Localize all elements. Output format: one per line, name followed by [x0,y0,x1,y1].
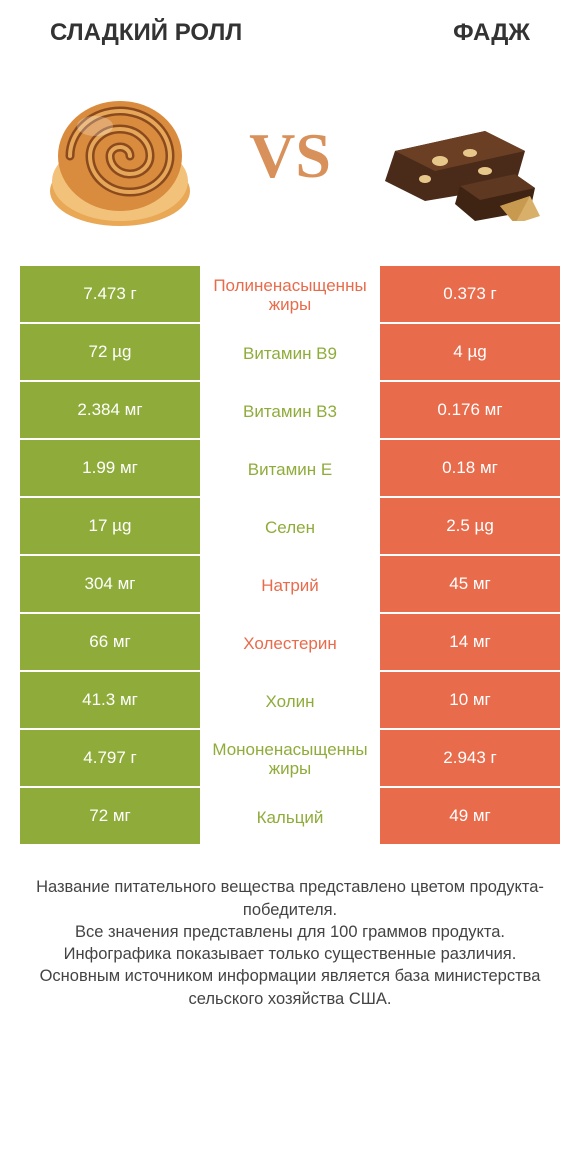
right-value-cell: 45 мг [380,556,560,614]
left-value-cell: 72 µg [20,324,200,382]
footer-line: Инфографика показывает только существенн… [24,943,556,965]
right-value-cell: 2.943 г [380,730,560,788]
right-product-image [370,66,550,246]
right-value-cell: 10 мг [380,672,560,730]
footer-line: Все значения представлены для 100 граммо… [24,921,556,943]
table-row: 2.384 мгВитамин B30.176 мг [20,382,560,440]
header: СЛАДКИЙ РОЛЛ ФАДЖ [0,0,580,56]
right-value-cell: 4 µg [380,324,560,382]
left-product-title: СЛАДКИЙ РОЛЛ [50,20,242,46]
right-value-cell: 0.18 мг [380,440,560,498]
images-row: VS [0,56,580,266]
table-row: 1.99 мгВитамин E0.18 мг [20,440,560,498]
nutrient-table: 7.473 гПолиненасыщенны жиры0.373 г72 µgВ… [20,266,560,846]
left-product-image [30,66,210,246]
left-value-cell: 41.3 мг [20,672,200,730]
table-row: 72 µgВитамин B94 µg [20,324,560,382]
right-product-title: ФАДЖ [453,20,530,46]
table-row: 41.3 мгХолин10 мг [20,672,560,730]
nutrient-label-cell: Полиненасыщенны жиры [200,266,380,324]
nutrient-label-cell: Витамин E [200,440,380,498]
left-value-cell: 304 мг [20,556,200,614]
right-value-cell: 0.176 мг [380,382,560,440]
table-row: 17 µgСелен2.5 µg [20,498,560,556]
nutrient-label-cell: Витамин B3 [200,382,380,440]
left-value-cell: 4.797 г [20,730,200,788]
footer-line: Название питательного вещества представл… [24,876,556,921]
left-value-cell: 66 мг [20,614,200,672]
table-row: 4.797 гМононенасыщенны жиры2.943 г [20,730,560,788]
nutrient-label-cell: Холестерин [200,614,380,672]
right-value-cell: 0.373 г [380,266,560,324]
left-value-cell: 2.384 мг [20,382,200,440]
table-row: 304 мгНатрий45 мг [20,556,560,614]
nutrient-label-cell: Кальций [200,788,380,846]
footer-notes: Название питательного вещества представл… [0,846,580,1010]
nutrient-label-cell: Мононенасыщенны жиры [200,730,380,788]
nutrient-label-cell: Натрий [200,556,380,614]
right-value-cell: 49 мг [380,788,560,846]
right-value-cell: 14 мг [380,614,560,672]
footer-line: Основным источником информации является … [24,965,556,1010]
nutrient-label-cell: Холин [200,672,380,730]
cinnamon-roll-icon [35,71,205,241]
table-row: 66 мгХолестерин14 мг [20,614,560,672]
left-value-cell: 17 µg [20,498,200,556]
table-row: 72 мгКальций49 мг [20,788,560,846]
nutrient-label-cell: Селен [200,498,380,556]
table-row: 7.473 гПолиненасыщенны жиры0.373 г [20,266,560,324]
fudge-icon [375,91,545,221]
left-value-cell: 7.473 г [20,266,200,324]
vs-label: VS [249,119,331,193]
left-value-cell: 72 мг [20,788,200,846]
nutrient-label-cell: Витамин B9 [200,324,380,382]
left-value-cell: 1.99 мг [20,440,200,498]
right-value-cell: 2.5 µg [380,498,560,556]
